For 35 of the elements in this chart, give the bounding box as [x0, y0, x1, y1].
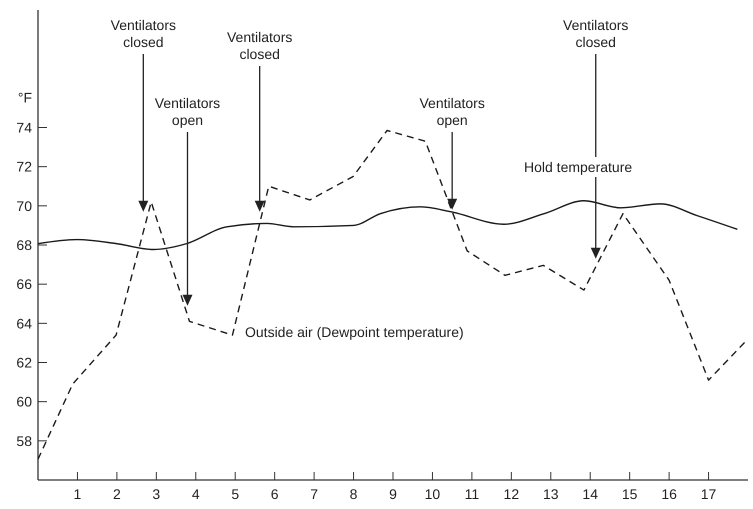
x-tick-label: 12 [504, 486, 520, 502]
y-axis-title: °F [18, 90, 32, 106]
x-tick-label: 9 [389, 486, 398, 502]
y-tick-label: 66 [16, 276, 32, 292]
x-tick-label: 11 [464, 486, 480, 502]
x-tick-label: 10 [424, 486, 440, 502]
annotation: Ventilators closed [226, 29, 292, 62]
annotation: Ventilators closed [110, 17, 176, 50]
y-tick-label: 64 [16, 315, 32, 332]
line-series [37, 130, 747, 460]
x-tick-label: 2 [112, 486, 121, 502]
annotation: Ventilators closed [563, 17, 628, 50]
x-tick-label: 5 [231, 486, 240, 502]
y-tick-label: 74 [16, 120, 32, 136]
x-tick-label: 17 [700, 486, 717, 502]
x-tick-label: 14 [582, 486, 598, 502]
y-tick-label: 60 [16, 394, 32, 410]
x-tick-label: 6 [270, 486, 279, 502]
x-tick-label: 1 [74, 486, 82, 502]
annotation: Hold temperature [524, 159, 632, 175]
y-tick-label: 62 [16, 354, 32, 370]
annotation: Ventilators open [419, 95, 485, 128]
x-tick-label: 16 [661, 486, 678, 502]
y-tick-label: 58 [16, 432, 32, 449]
y-tick-label: 68 [16, 237, 32, 253]
x-tick-label: 8 [350, 486, 358, 502]
y-tick-label: 72 [16, 158, 32, 175]
x-tick-label: 3 [152, 486, 160, 502]
annotation: Ventilators open [154, 95, 220, 128]
y-tick-label: 70 [16, 198, 32, 214]
x-tick-label: 15 [622, 486, 638, 502]
x-tick-label: 4 [192, 486, 200, 502]
x-tick-label: 7 [310, 486, 318, 502]
x-tick-label: 13 [542, 486, 559, 502]
annotation: Outside air (Dewpoint temperature) [245, 324, 464, 340]
